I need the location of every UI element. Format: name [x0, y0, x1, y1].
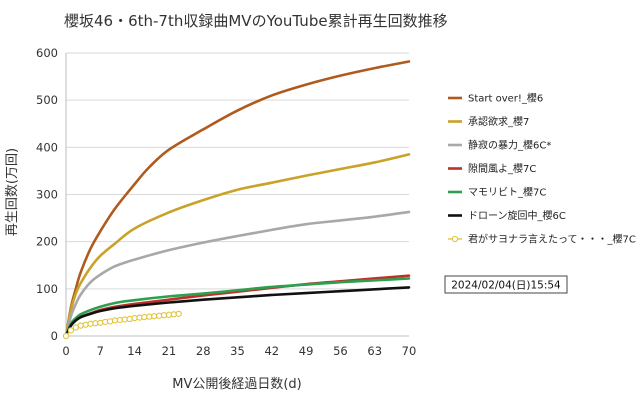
- data-point: [121, 316, 128, 323]
- series-line: [64, 60, 411, 338]
- x-tick-label: 42: [264, 344, 279, 358]
- data-point: [92, 320, 99, 327]
- data-point: [131, 314, 138, 322]
- legend-label: 承認欲求_櫻7: [468, 115, 529, 128]
- data-point: [141, 314, 148, 321]
- series-line: [64, 286, 411, 338]
- timestamp-frame: [444, 275, 568, 294]
- series-3: [64, 274, 411, 338]
- data-point: [62, 332, 70, 340]
- x-tick-label: 21: [162, 344, 177, 358]
- legend-marker: [451, 235, 459, 243]
- x-tick-label: 28: [196, 344, 211, 358]
- y-tick-label: 500: [36, 93, 58, 107]
- data-point: [97, 319, 104, 326]
- data-point: [175, 310, 182, 317]
- series-line: [64, 277, 411, 338]
- y-tick-labels: 0 100 200 300 400 500 600: [36, 46, 58, 343]
- data-point: [151, 313, 158, 320]
- series-5: [64, 286, 411, 338]
- data-point: [107, 318, 114, 325]
- legend-item: マモリビト_櫻7C: [448, 186, 546, 199]
- data-point: [87, 320, 94, 327]
- data-point: [111, 317, 119, 324]
- legend-label: マモリビト_櫻7C: [468, 186, 546, 199]
- data-point: [102, 318, 109, 325]
- y-tick-label: 300: [36, 188, 58, 202]
- legend-label: 隙間風よ_櫻7C: [468, 162, 536, 175]
- series-line: [64, 210, 411, 338]
- legend-item: 隙間風よ_櫻7C: [448, 162, 536, 175]
- x-tick-label: 14: [127, 344, 142, 358]
- legend-item: Start over!_櫻6: [448, 92, 543, 105]
- series-1: [64, 153, 411, 338]
- data-point: [126, 315, 133, 323]
- x-axis-label: MV公開後経過日数(d): [172, 377, 302, 392]
- series-4: [64, 277, 411, 338]
- legend: Start over!_櫻6 承認欲求_櫻7 静寂の暴力_櫻6C* 隙間風よ_櫻7C マ…: [448, 92, 636, 246]
- legend-label: Start over!_櫻6: [468, 92, 543, 105]
- data-point: [82, 321, 89, 328]
- series-line: [64, 274, 411, 338]
- x-tick-label: 35: [230, 344, 245, 358]
- data-point: [160, 312, 168, 319]
- grid-lines: [66, 52, 409, 337]
- data-point: [77, 322, 84, 329]
- y-tick-label: 200: [36, 235, 58, 249]
- data-point: [170, 311, 177, 318]
- chart-title: 櫻坂46・6th-7th収録曲MVのYouTube累計再生回数推移: [64, 12, 448, 30]
- series-6: [62, 310, 182, 340]
- x-tick-labels: 0 7 14 21 28 35 42 49 56 63 70: [62, 344, 416, 358]
- timestamp-box: 2024/02/04(日)15:54: [444, 275, 568, 294]
- data-point: [146, 313, 153, 320]
- data-point: [156, 312, 163, 319]
- legend-label: ドローン旋回中_櫻6C: [468, 209, 566, 222]
- y-tick-label: 0: [51, 329, 58, 343]
- axes: [65, 53, 409, 337]
- legend-item: 君がサヨナラ言えたって・・・_櫻7C: [448, 233, 636, 246]
- legend-label: 君がサヨナラ言えたって・・・_櫻7C: [468, 233, 636, 246]
- y-tick-label: 600: [36, 46, 58, 60]
- x-tick-label: 0: [62, 344, 69, 358]
- series-0: [64, 60, 411, 338]
- data-point: [67, 327, 75, 334]
- x-tick-label: 70: [402, 344, 417, 358]
- legend-item: ドローン旋回中_櫻6C: [448, 209, 566, 222]
- data-point: [165, 311, 172, 318]
- y-tick-label: 400: [36, 140, 58, 154]
- series-2: [64, 210, 411, 338]
- data-point: [136, 314, 143, 321]
- y-tick-label: 100: [36, 282, 58, 296]
- x-tick-label: 49: [299, 344, 314, 358]
- series-layer: [62, 60, 411, 340]
- series-line: [64, 153, 411, 338]
- x-tick-label: 7: [97, 344, 104, 358]
- legend-item: 承認欲求_櫻7: [448, 115, 529, 128]
- y-axis-label: 再生回数(万回): [5, 148, 20, 236]
- legend-label: 静寂の暴力_櫻6C*: [468, 139, 551, 152]
- x-tick-label: 56: [333, 344, 348, 358]
- x-tick-label: 63: [367, 344, 382, 358]
- legend-item: 静寂の暴力_櫻6C*: [448, 139, 551, 152]
- data-point: [116, 316, 124, 324]
- timestamp-text: 2024/02/04(日)15:54: [451, 280, 561, 292]
